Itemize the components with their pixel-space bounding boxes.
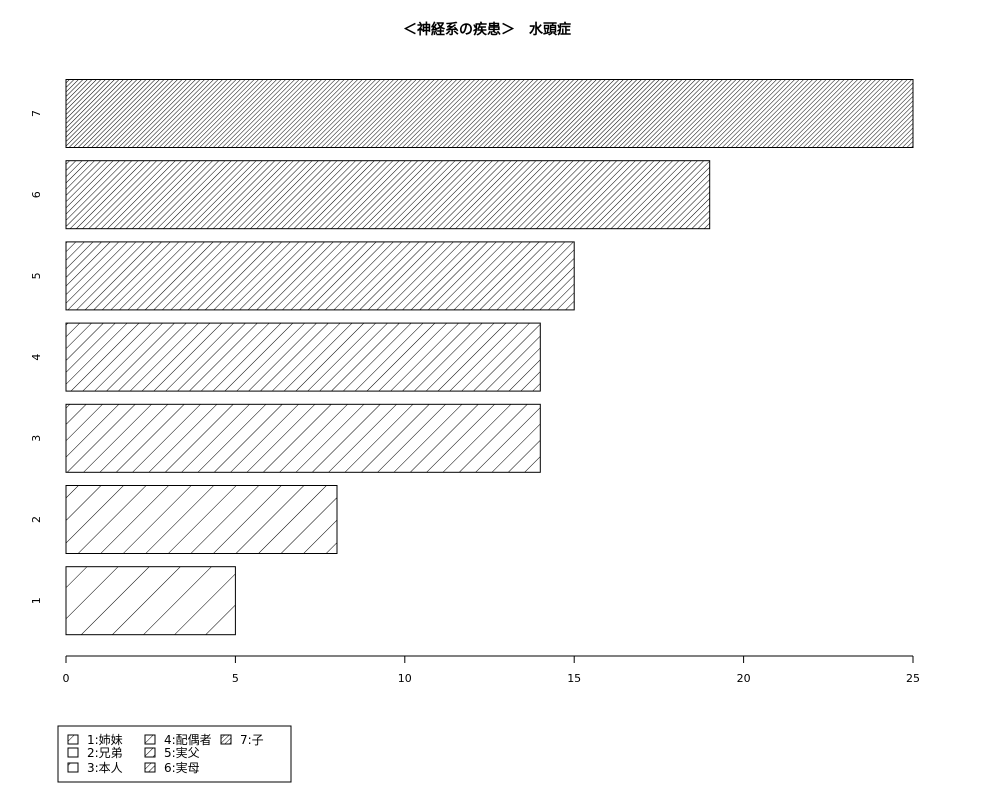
- legend-label-2: 2:兄弟: [87, 746, 123, 760]
- legend-swatch-7: [220, 734, 232, 745]
- x-axis-ticks: 0 5 10 15 20 25: [63, 656, 920, 685]
- bar-5: [65, 241, 575, 311]
- legend-label-1: 1:姉妹: [87, 732, 123, 747]
- legend-swatch-5: [144, 747, 156, 758]
- legend-label-6: 6:実母: [164, 760, 200, 775]
- x-tick-label-15: 15: [567, 672, 581, 685]
- legend-label-4: 4:配偶者: [164, 733, 212, 747]
- legend-label-5: 5:実父: [164, 745, 200, 760]
- y-tick-label-7: 7: [30, 110, 43, 117]
- x-tick-label-25: 25: [906, 672, 920, 685]
- bar-2: [65, 485, 338, 554]
- bar-7: [65, 79, 914, 148]
- legend-swatch-6: [144, 762, 156, 773]
- legend-box: [57, 725, 292, 783]
- y-tick-label-1: 1: [30, 597, 43, 604]
- legend-swatch-1: [67, 734, 79, 745]
- legend-swatch-4: [144, 734, 156, 745]
- x-tick-label-0: 0: [63, 672, 70, 685]
- legend-swatch-3: [67, 762, 79, 773]
- bar-1: [65, 566, 236, 636]
- bar-4: [65, 322, 541, 392]
- x-tick-label-10: 10: [398, 672, 412, 685]
- legend-swatch-2: [67, 747, 79, 758]
- legend-label-7: 7:子: [240, 733, 264, 747]
- bar-3: [65, 403, 541, 473]
- legend-label-3: 3:本人: [87, 761, 123, 775]
- y-tick-label-4: 4: [30, 354, 43, 361]
- x-tick-label-5: 5: [232, 672, 239, 685]
- y-tick-label-3: 3: [30, 435, 43, 442]
- bars-layer: [65, 79, 914, 636]
- y-tick-label-6: 6: [30, 191, 43, 198]
- y-axis-labels: 1 2 3 4 5 6 7: [30, 110, 43, 604]
- y-tick-label-5: 5: [30, 272, 43, 279]
- x-tick-label-20: 20: [737, 672, 751, 685]
- y-tick-label-2: 2: [30, 516, 43, 523]
- chart-title: ＜神経系の疾患＞ 水頭症: [403, 21, 571, 38]
- bar-6: [65, 160, 711, 230]
